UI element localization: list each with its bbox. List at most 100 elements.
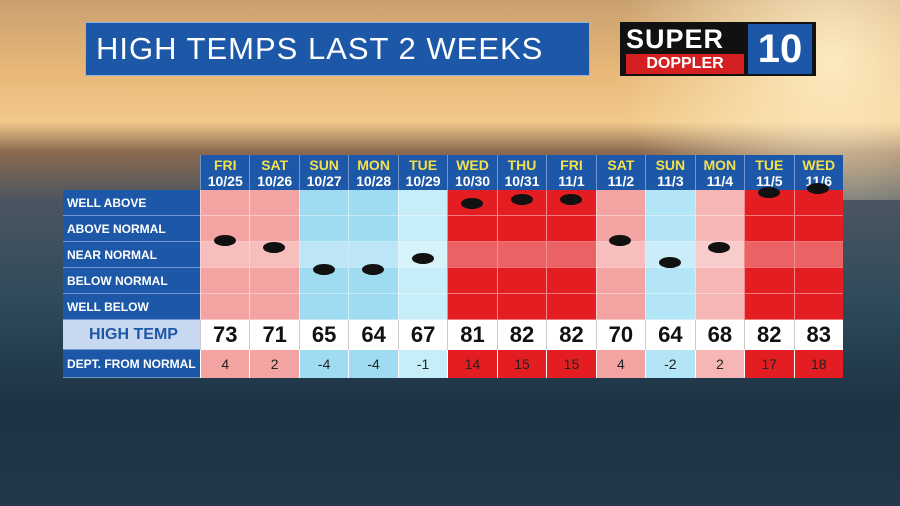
band-cell bbox=[397, 268, 448, 294]
day-name: WED bbox=[456, 157, 489, 173]
band-cell bbox=[694, 190, 745, 216]
day-name: SUN bbox=[655, 157, 686, 173]
title: HIGH TEMPS LAST 2 WEEKS bbox=[85, 22, 590, 76]
date: 11/1 bbox=[558, 173, 585, 189]
logo-top: SUPER bbox=[626, 24, 725, 54]
date: 10/29 bbox=[405, 173, 441, 189]
high-temp: 73 bbox=[200, 320, 250, 350]
band-cell bbox=[496, 268, 547, 294]
day-header: SUN 10/27 bbox=[298, 155, 349, 190]
departure-dot bbox=[559, 194, 582, 205]
row-label: WELL BELOW NORMAL bbox=[63, 294, 200, 340]
departure: 4 bbox=[200, 350, 250, 378]
high-temp: 71 bbox=[249, 320, 299, 350]
band-cell bbox=[249, 268, 299, 294]
band-cell bbox=[546, 242, 596, 268]
day-header: SAT 11/2 bbox=[595, 155, 646, 190]
high-temp: 81 bbox=[447, 320, 497, 350]
high-temp: 70 bbox=[595, 320, 646, 350]
departure-dot bbox=[757, 186, 780, 198]
high-temp: 67 bbox=[397, 320, 448, 350]
logo-bottom: DOPPLER bbox=[626, 54, 744, 74]
band-cell bbox=[595, 190, 646, 216]
departure: 4 bbox=[595, 350, 646, 378]
day-name: MON bbox=[357, 157, 390, 173]
band-cell bbox=[595, 268, 646, 294]
day-header: TUE 11/5 bbox=[744, 155, 794, 190]
band-cell bbox=[447, 242, 497, 268]
band-cell bbox=[496, 216, 547, 242]
departure: -2 bbox=[645, 350, 695, 378]
band-cell bbox=[397, 294, 448, 320]
band-cell bbox=[200, 268, 250, 294]
date: 10/31 bbox=[504, 173, 540, 189]
day-name: TUE bbox=[409, 157, 438, 173]
band-cell bbox=[200, 190, 250, 216]
band-cell bbox=[595, 294, 646, 320]
day-header: FRI 10/25 bbox=[200, 155, 250, 190]
day-header: SUN 11/3 bbox=[645, 155, 695, 190]
band-cell bbox=[744, 268, 794, 294]
date: 10/28 bbox=[356, 173, 392, 189]
band-cell bbox=[793, 268, 843, 294]
high-temp: 83 bbox=[793, 320, 843, 350]
high-temp: 64 bbox=[645, 320, 695, 350]
date: 11/5 bbox=[756, 173, 783, 189]
band-cell bbox=[249, 216, 299, 242]
date: 11/3 bbox=[657, 173, 684, 189]
day-name: SAT bbox=[261, 157, 289, 173]
date: 10/26 bbox=[257, 173, 293, 189]
band-cell bbox=[397, 216, 448, 242]
row-label: BELOW NORMAL bbox=[63, 268, 200, 294]
departure-dot bbox=[263, 242, 286, 254]
day-header: THU 10/31 bbox=[496, 155, 547, 190]
band-cell bbox=[546, 294, 596, 320]
band-cell bbox=[546, 216, 596, 242]
band-cell bbox=[496, 242, 547, 268]
band-cell bbox=[397, 190, 448, 216]
departure: -1 bbox=[397, 350, 448, 378]
high-temp: 82 bbox=[496, 320, 547, 350]
departure-dot bbox=[609, 234, 632, 246]
row-label: NEAR NORMAL bbox=[63, 242, 200, 268]
departure: -4 bbox=[298, 350, 349, 378]
departure-dot bbox=[461, 197, 484, 209]
band-cell bbox=[694, 268, 745, 294]
band-cell bbox=[694, 294, 745, 320]
departure: 2 bbox=[249, 350, 299, 378]
day-header: MON 10/28 bbox=[348, 155, 398, 190]
departure: 2 bbox=[694, 350, 745, 378]
band-cell bbox=[298, 190, 349, 216]
band-cell bbox=[694, 216, 745, 242]
departure: 15 bbox=[546, 350, 596, 378]
day-name: THU bbox=[507, 157, 537, 173]
band-cell bbox=[645, 294, 695, 320]
band-cell bbox=[447, 268, 497, 294]
band-cell bbox=[793, 190, 843, 216]
band-cell bbox=[348, 216, 398, 242]
departure-dot bbox=[312, 264, 335, 276]
date: 11/2 bbox=[607, 173, 635, 189]
high-temp: 68 bbox=[694, 320, 745, 350]
logo: SUPER DOPPLER 10 bbox=[620, 22, 816, 76]
day-name: FRI bbox=[560, 157, 583, 173]
band-cell bbox=[298, 294, 349, 320]
departure: 17 bbox=[744, 350, 794, 378]
departure: 15 bbox=[496, 350, 547, 378]
band-cell bbox=[348, 190, 398, 216]
date: 10/25 bbox=[207, 173, 243, 189]
band-cell bbox=[645, 190, 695, 216]
band-cell bbox=[348, 294, 398, 320]
departure-dot bbox=[213, 234, 236, 246]
row-label: WELL ABOVE NORMAL bbox=[63, 190, 200, 236]
band-cell bbox=[645, 216, 695, 242]
day-header: SAT 10/26 bbox=[249, 155, 299, 190]
day-header: FRI 11/1 bbox=[546, 155, 596, 190]
high-temp: 64 bbox=[348, 320, 398, 350]
date: 10/30 bbox=[455, 173, 491, 189]
day-name: WED bbox=[802, 157, 836, 173]
high-temp: 82 bbox=[744, 320, 794, 350]
band-cell bbox=[249, 190, 299, 216]
